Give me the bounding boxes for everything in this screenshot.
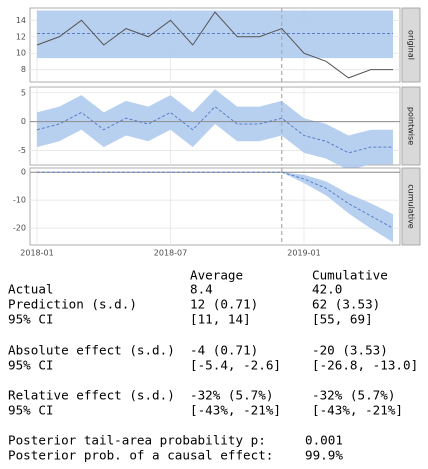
row-label: Relative effect (s.d.) (8, 388, 175, 403)
interval-band (37, 89, 393, 171)
strip (401, 86, 421, 166)
row-label: 95% CI (8, 403, 54, 418)
cell: [11, 14] (190, 312, 251, 327)
y-tick-label: -20 (13, 224, 26, 233)
y-tick-label: 0 (21, 168, 26, 177)
cell: -32% (5.7%) (190, 388, 273, 403)
y-tick-label: 14 (16, 16, 26, 25)
cell: [55, 69] (312, 312, 373, 327)
y-tick-label: 10 (16, 49, 26, 58)
interval-band (37, 10, 393, 59)
cell: 12 (0.71) (190, 297, 258, 312)
series-line (36, 11, 393, 79)
x-tick-label: 2018-07 (154, 249, 187, 258)
series-line (37, 171, 394, 229)
cell: -4 (0.71) (190, 343, 258, 358)
strip-label: cumulative (407, 184, 416, 229)
panel (29, 167, 401, 246)
row-label: 95% CI (8, 312, 54, 327)
series-line (36, 105, 393, 154)
cell: [-26.8, -13.0] (312, 358, 418, 373)
strip (401, 7, 421, 83)
x-tick-label: 2019-01 (287, 249, 320, 258)
cell: 8.4 (190, 282, 213, 297)
cell: -32% (5.7%) (312, 388, 395, 403)
cell: 42.0 (312, 282, 342, 297)
y-tick-label: 8 (21, 65, 26, 74)
row-label: 95% CI (8, 358, 54, 373)
posterior-label: Posterior tail-area probability p: (8, 433, 266, 448)
posterior-label: Posterior prob. of a causal effect: (8, 448, 273, 463)
y-tick-label: -5 (18, 146, 26, 155)
y-tick-label: 0 (21, 117, 26, 126)
cell: [-43%, -21%] (312, 403, 403, 418)
cell: 62 (3.53) (312, 297, 380, 312)
column-header: Average (190, 268, 243, 283)
strip-label: pointwise (407, 107, 416, 145)
y-tick-label: -10 (13, 196, 26, 205)
row-label: Actual (8, 282, 54, 297)
y-tick-label: 12 (16, 32, 26, 41)
strip-label: original (407, 30, 416, 60)
y-tick-label: 5 (21, 88, 26, 97)
x-tick-label: 2018-01 (20, 249, 53, 258)
cell: [-5.4, -2.6] (190, 358, 281, 373)
cell: -20 (3.53) (312, 343, 388, 358)
posterior-value: 99.9% (305, 448, 343, 463)
row-label: Prediction (s.d.) (8, 297, 137, 312)
column-header: Cumulative (312, 268, 388, 283)
cell: [-43%, -21%] (190, 403, 281, 418)
posterior-value: 0.001 (305, 433, 343, 448)
row-label: Absolute effect (s.d.) (8, 343, 175, 358)
strip (401, 167, 421, 246)
